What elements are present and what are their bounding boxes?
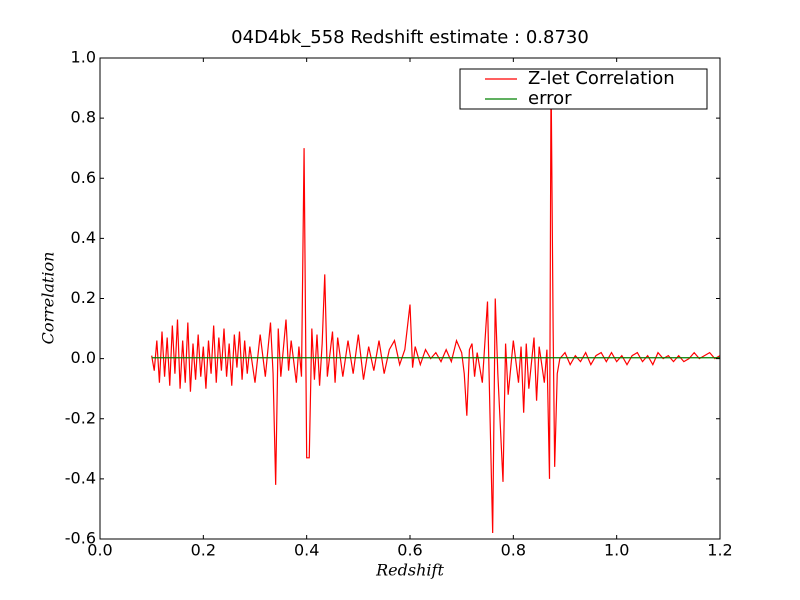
x-tick-label: 0.2 <box>191 541 216 560</box>
y-tick-label: 0.2 <box>71 288 96 307</box>
x-axis-label: Redshift <box>375 561 444 580</box>
x-tick-label: 1.0 <box>604 541 629 560</box>
legend-label: Z-let Correlation <box>528 68 675 89</box>
y-axis-label: Correlation <box>39 252 58 345</box>
y-tick-label: -0.6 <box>65 529 96 548</box>
x-tick-label: 0.0 <box>87 541 112 560</box>
x-tick-label: 0.4 <box>294 541 319 560</box>
legend-box <box>459 68 708 110</box>
x-tick-label: 1.2 <box>707 541 732 560</box>
y-tick-label: 0.8 <box>71 108 96 127</box>
y-tick-label: -0.2 <box>65 408 96 427</box>
chart-title: 04D4bk_558 Redshift estimate : 0.8730 <box>231 27 589 48</box>
y-tick-label: -0.4 <box>65 468 96 487</box>
x-tick-label: 0.8 <box>501 541 526 560</box>
y-tick-label: 0.4 <box>71 228 96 247</box>
y-tick-label: 0.6 <box>71 168 96 187</box>
series-line <box>151 73 721 534</box>
x-tick-label: 0.6 <box>397 541 422 560</box>
legend-label: error <box>528 88 572 109</box>
y-tick-label: 0.0 <box>71 348 96 367</box>
y-tick-label: 1.0 <box>71 48 96 67</box>
plot-area <box>100 58 720 539</box>
